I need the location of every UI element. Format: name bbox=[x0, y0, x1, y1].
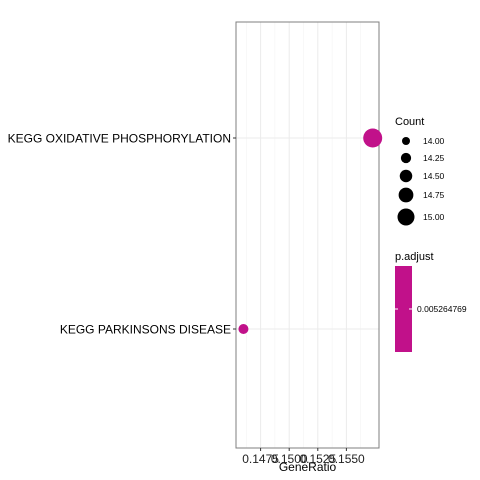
panel-background bbox=[236, 22, 379, 448]
count-legend-key bbox=[398, 187, 414, 203]
count-legend-key bbox=[402, 137, 410, 145]
data-point bbox=[363, 128, 383, 148]
p-adjust-legend-label: 0.005264769 bbox=[417, 304, 467, 314]
x-tick-label: 0.1550 bbox=[328, 452, 365, 466]
x-tick-label: 0.1525 bbox=[299, 452, 336, 466]
count-legend-label: 14.00 bbox=[423, 136, 445, 146]
count-legend-key bbox=[400, 152, 412, 164]
x-tick-label: 0.1500 bbox=[271, 452, 308, 466]
count-legend-key bbox=[399, 169, 413, 183]
count-legend-title: Count bbox=[395, 116, 424, 128]
panel-border bbox=[235, 21, 380, 449]
data-point bbox=[238, 324, 249, 334]
grid-lines bbox=[236, 22, 379, 448]
p-adjust-legend: p.adjust 0.005264769 bbox=[395, 251, 467, 352]
x-tick-label: 0.1475 bbox=[242, 452, 279, 466]
p-adjust-colorbar bbox=[395, 266, 412, 352]
data-points bbox=[238, 128, 383, 334]
count-legend-key bbox=[397, 208, 415, 226]
p-adjust-legend-title: p.adjust bbox=[395, 251, 434, 263]
category-label: KEGG OXIDATIVE PHOSPHORYLATION bbox=[8, 132, 231, 146]
count-legend: Count 14.00 14.25 14.50 14.75 15.00 bbox=[395, 116, 445, 226]
category-labels: KEGG OXIDATIVE PHOSPHORYLATION KEGG PARKI… bbox=[8, 132, 236, 337]
count-legend-label: 15.00 bbox=[423, 212, 445, 222]
count-legend-label: 14.50 bbox=[423, 171, 445, 181]
x-axis-title: GeneRatio bbox=[279, 460, 337, 474]
count-legend-label: 14.25 bbox=[423, 153, 445, 163]
category-label: KEGG PARKINSONS DISEASE bbox=[60, 323, 231, 337]
count-legend-label: 14.75 bbox=[423, 190, 445, 200]
